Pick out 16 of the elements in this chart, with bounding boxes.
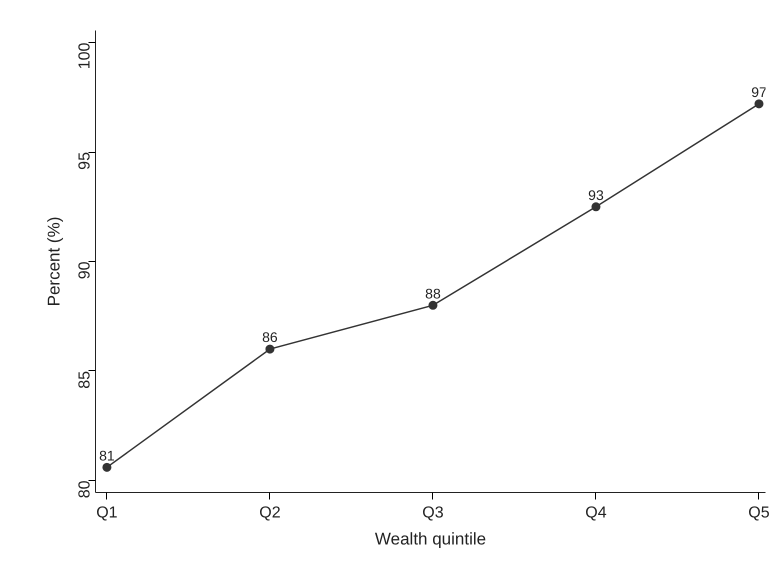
data-label: 81 xyxy=(99,447,115,464)
x-tick-label: Q4 xyxy=(585,504,607,522)
y-tick-label: 100 xyxy=(76,42,94,70)
data-label: 93 xyxy=(588,186,604,203)
y-tick-label: 95 xyxy=(76,152,94,170)
x-tick-label: Q3 xyxy=(422,504,444,522)
y-tick-label: 80 xyxy=(76,480,94,498)
y-axis-title: Percent (%) xyxy=(44,216,64,306)
x-tick-label: Q1 xyxy=(96,504,118,522)
data-label: 88 xyxy=(425,285,441,302)
y-tick-label: 85 xyxy=(76,370,94,389)
data-label: 86 xyxy=(262,329,278,346)
x-tick-label: Q2 xyxy=(259,504,281,522)
x-axis-title: Wealth quintile xyxy=(374,530,486,548)
x-tick-label: Q5 xyxy=(748,504,770,522)
y-tick-label: 90 xyxy=(76,261,94,280)
